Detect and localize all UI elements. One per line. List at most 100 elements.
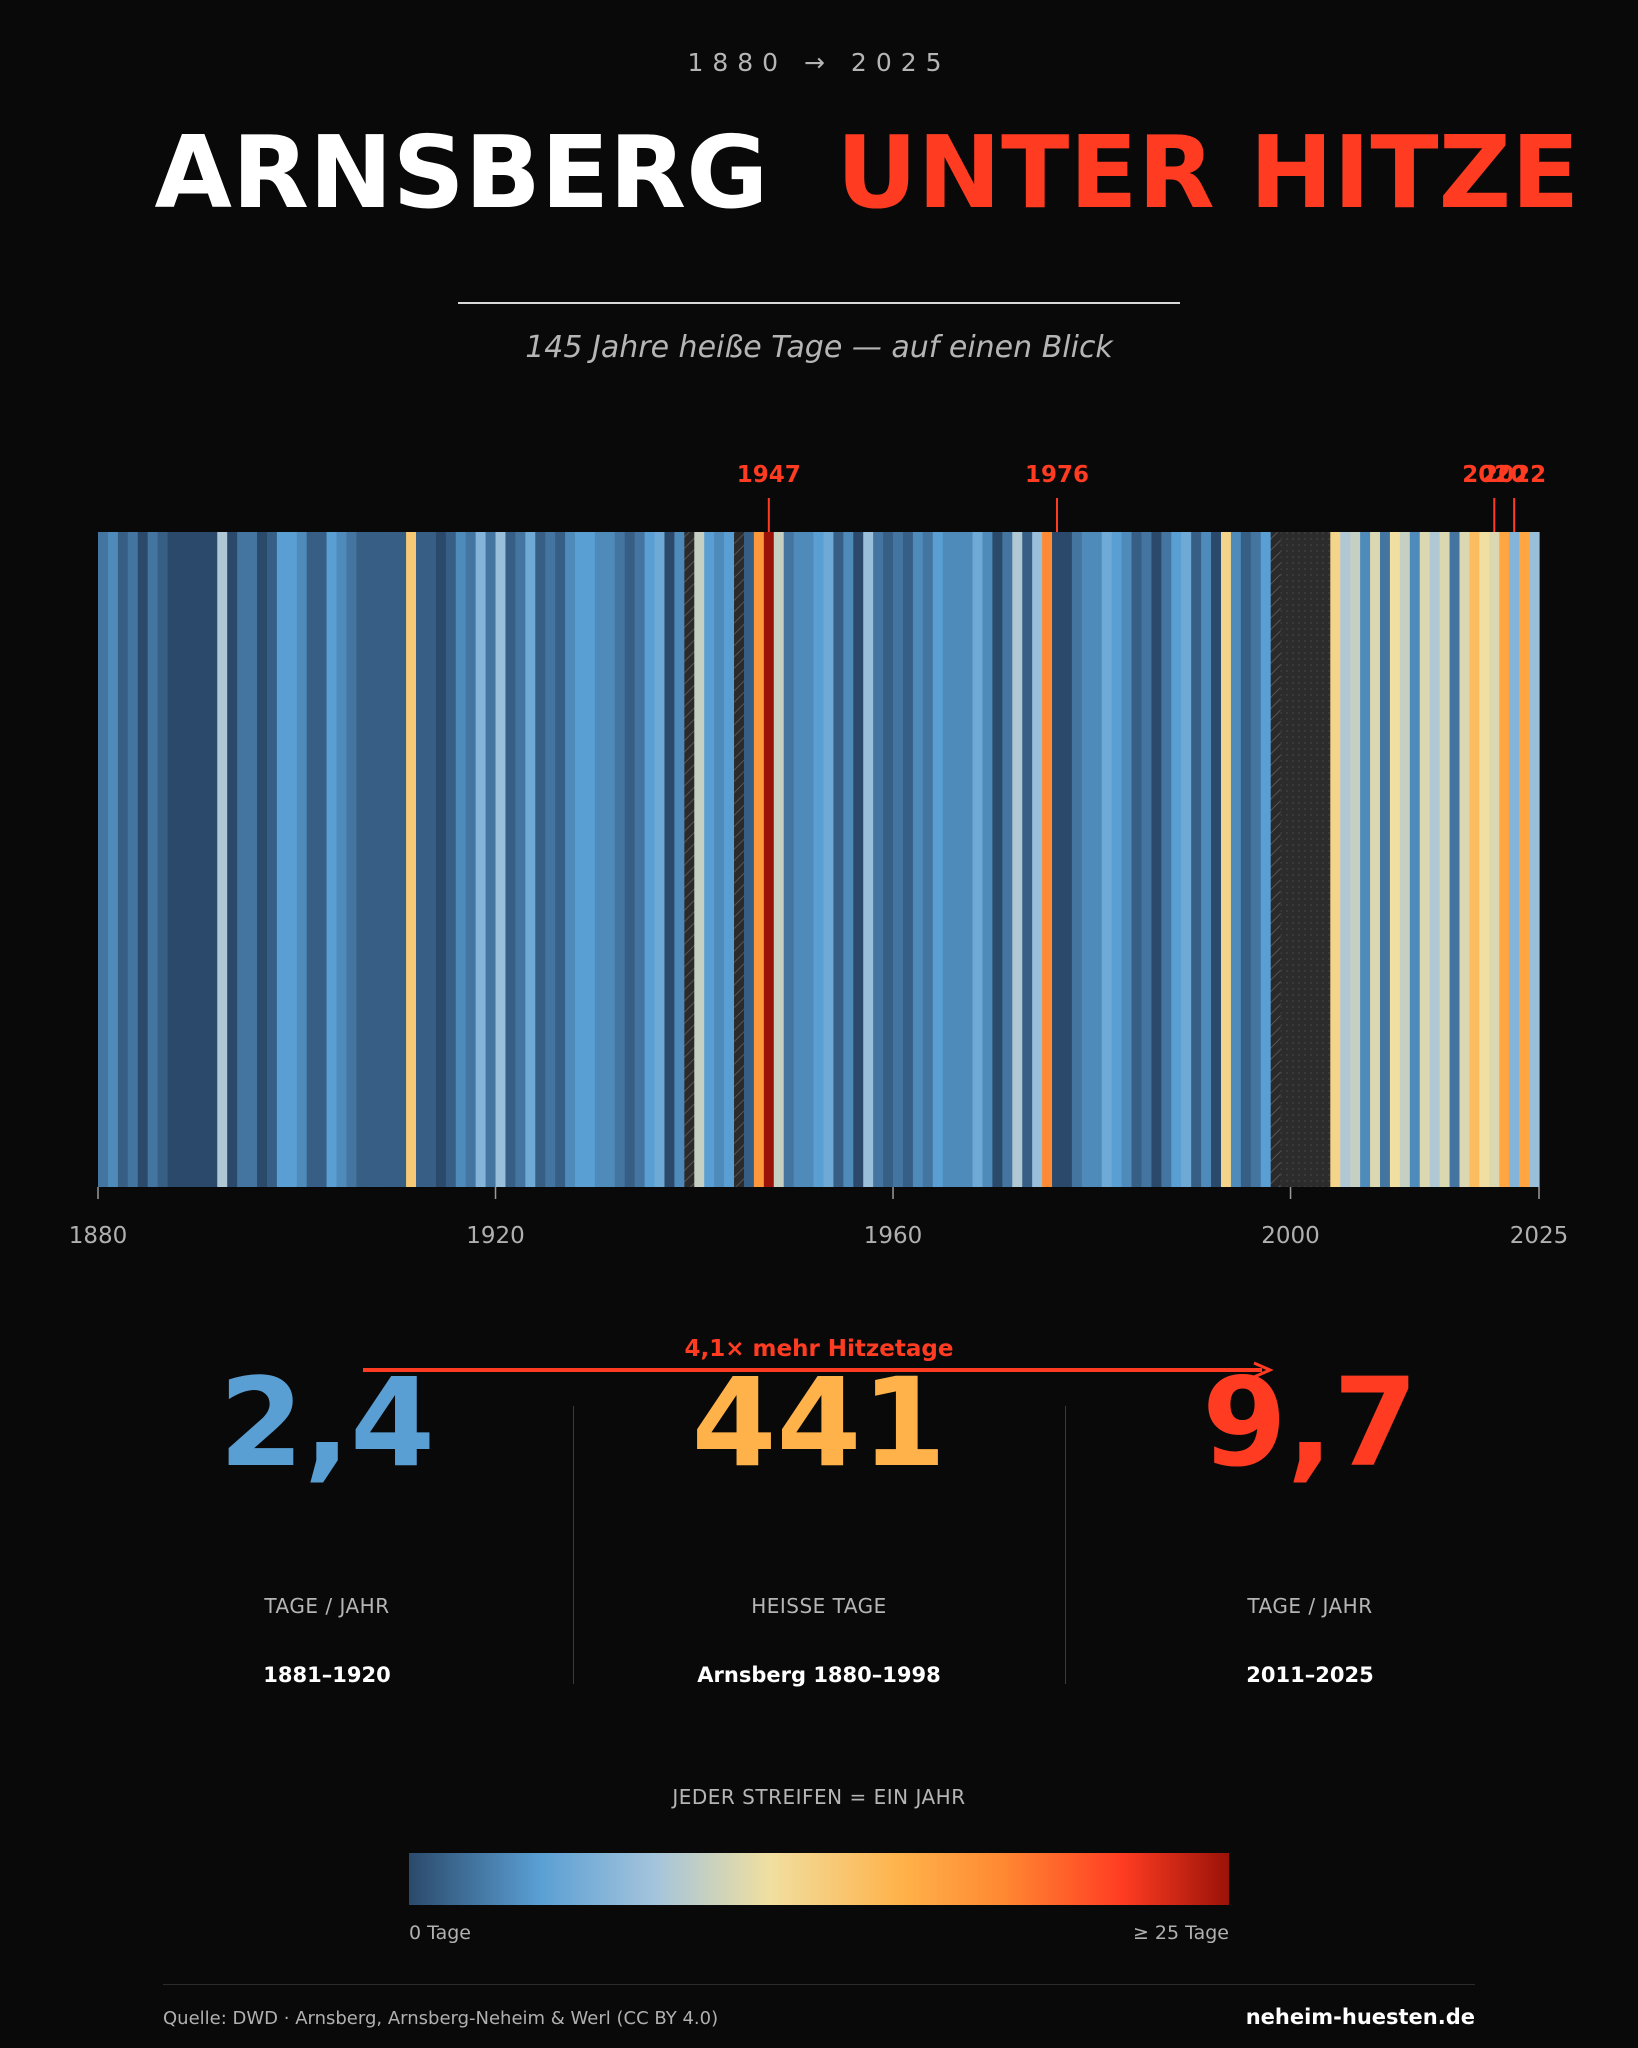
stripe-2013 [1419,532,1431,1187]
stripe-1891 [207,532,218,1187]
stripe-1997 [1260,532,1272,1187]
stripe-1981 [1101,532,1113,1187]
stat-recent-average: 9,7 TAGE / JAHR 2011–2025 [1060,1358,1560,1687]
stripe-1963 [922,532,934,1187]
stripe-1898 [276,532,288,1187]
title-divider [458,302,1180,304]
stat-recent-unit: TAGE / JAHR [1247,1594,1373,1618]
stripe-1993 [1220,532,1232,1187]
stripe-1958 [873,532,884,1187]
x-tick-label-2025: 2025 [1510,1223,1569,1249]
stripe-2023 [1519,532,1530,1187]
stripe-1961 [902,532,914,1187]
x-tick-label-1880: 1880 [69,1223,128,1249]
stripe-2000 [1290,532,1302,1187]
stripe-1912 [416,532,427,1187]
stripe-1951 [803,532,815,1187]
stripe-1927 [565,532,576,1187]
stripe-1988 [1171,532,1182,1187]
stripe-1989 [1181,532,1192,1187]
stripe-2011 [1399,532,1411,1187]
stripe-1926 [555,532,566,1187]
stripe-2019 [1479,532,1490,1187]
stripe-1906 [356,532,367,1187]
stripe-1973 [1022,532,1033,1187]
stripe-1931 [604,532,616,1187]
color-scale-bar [409,1853,1229,1905]
stripes-group [98,532,1540,1187]
stripe-1935 [644,532,656,1187]
stripe-1883 [127,532,139,1187]
stripe-1897 [266,532,278,1187]
x-tick-label-1960: 1960 [864,1223,923,1249]
legend-min-label: 0 Tage [409,1922,471,1944]
stripe-1946 [753,532,765,1187]
stat-early-value: 2,4 [218,1352,436,1494]
stripe-2005 [1340,532,1351,1187]
stripe-1965 [942,532,954,1187]
stripe-1918 [475,532,487,1187]
stripe-1944 [734,532,745,1187]
source-credit: Quelle: DWD · Arnsberg, Arnsberg-Neheim … [163,2008,719,2029]
stripe-1896 [257,532,268,1187]
stripe-2015 [1439,532,1451,1187]
x-tick-label-1920: 1920 [466,1223,525,1249]
stripe-1953 [823,532,835,1187]
stripe-1972 [1012,532,1023,1187]
stripe-1952 [813,532,825,1187]
stripe-1941 [704,532,715,1187]
stripe-1890 [197,532,208,1187]
stripe-1922 [515,532,526,1187]
stripe-2014 [1429,532,1441,1187]
stripe-1923 [525,532,536,1187]
ratio-arrow [363,1361,1274,1379]
stripe-1917 [465,532,477,1187]
stripe-1887 [167,532,179,1187]
stripe-1925 [545,532,556,1187]
stripe-1921 [505,532,516,1187]
stripe-1930 [594,532,606,1187]
stripe-1903 [326,532,338,1187]
stripe-1945 [743,532,755,1187]
stripe-1956 [853,532,864,1187]
highlight-label-2022: 2022 [1482,462,1546,488]
stripe-1939 [684,532,695,1187]
stripe-1977 [1061,532,1073,1187]
stripe-1943 [724,532,735,1187]
title-heat: UNTER HITZE [836,114,1580,231]
stripe-1969 [982,532,994,1187]
stripe-1948 [773,532,785,1187]
stripe-1888 [177,532,189,1187]
stripe-1919 [485,532,497,1187]
x-axis: 1880 1920 1960 2000 2025 [69,1187,1569,1249]
stripe-1975 [1042,532,1053,1187]
stripe-2012 [1409,532,1421,1187]
stat-early-average: 2,4 TAGE / JAHR 1881–1920 [77,1358,577,1687]
site-name: neheim-huesten.de [1245,2005,1475,2029]
stripe-1902 [316,532,328,1187]
stat-total-hot-days: 441 HEISSE TAGE Arnsberg 1880–1998 [569,1358,1069,1687]
stripe-1932 [614,532,626,1187]
highlight-label-1947: 1947 [737,462,801,488]
stripe-1959 [883,532,894,1187]
stripe-1885 [147,532,159,1187]
stat-divider [573,1406,574,1684]
stripe-2017 [1459,532,1471,1187]
stripe-1916 [455,532,467,1187]
footer-divider [163,1984,1475,1985]
stripe-1886 [157,532,169,1187]
stripe-1947 [763,532,775,1187]
stripe-1962 [912,532,924,1187]
stripe-1928 [575,532,586,1187]
stripe-1966 [952,532,964,1187]
stat-early-unit: TAGE / JAHR [264,1594,390,1618]
stripe-2020 [1489,532,1500,1187]
stripe-1995 [1240,532,1252,1187]
stripe-2002 [1310,532,1321,1187]
stripe-1999 [1280,532,1292,1187]
stripe-2007 [1360,532,1371,1187]
period-eyebrow: 1880 → 2025 [687,48,951,77]
stripe-1976 [1052,532,1063,1187]
